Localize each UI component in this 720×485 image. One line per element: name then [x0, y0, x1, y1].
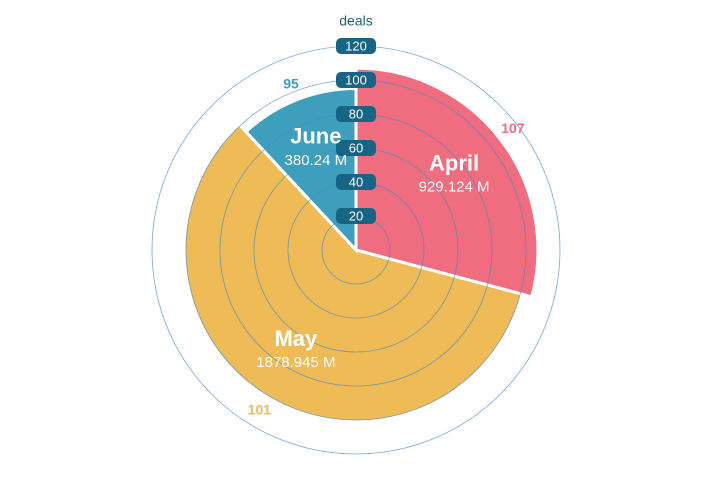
deals-label: 101 — [248, 402, 272, 418]
tick-label: 100 — [345, 72, 367, 87]
wedge — [243, 86, 358, 254]
tick-label: 20 — [349, 208, 363, 223]
slice-name: April — [429, 150, 479, 175]
slice-name: May — [274, 326, 318, 351]
slice-value: 1878.945 M — [256, 354, 335, 371]
slice-value: 380.24 M — [285, 152, 348, 169]
radial-axis-title: deals — [339, 13, 372, 29]
tick-badge — [336, 72, 376, 88]
tick-label: 60 — [349, 140, 363, 155]
tick-label: 40 — [349, 174, 363, 189]
slice-value: 929.124 M — [419, 179, 490, 196]
deals-label: 107 — [501, 120, 525, 136]
wedge — [354, 66, 540, 299]
slice-name: June — [290, 124, 341, 149]
tick-badge — [336, 38, 376, 54]
wedge — [182, 122, 524, 424]
deals-label: 95 — [283, 76, 299, 92]
tick-label: 80 — [349, 106, 363, 121]
tick-badge — [336, 140, 376, 156]
tick-badge — [336, 106, 376, 122]
tick-label: 120 — [345, 38, 367, 53]
tick-badge — [336, 208, 376, 224]
tick-badge — [336, 174, 376, 190]
